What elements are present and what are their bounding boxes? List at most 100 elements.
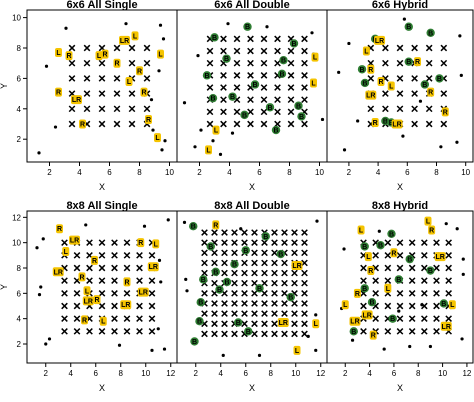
double-badge: B: [244, 327, 253, 336]
grid-x-mark: [301, 84, 308, 91]
x-mark-stroke: [261, 310, 268, 317]
tag-marker: R: [113, 58, 121, 68]
badge-label: B: [213, 269, 218, 276]
grid-x-mark: [220, 47, 227, 55]
scatter-point: [418, 99, 423, 103]
tag-marker: LR: [52, 267, 64, 277]
scatter-point: [460, 337, 464, 341]
grid-x-mark: [260, 96, 268, 104]
panel-title: 8x8 All Double: [214, 200, 289, 212]
grid-x-mark: [384, 252, 392, 259]
double-badge: B: [196, 298, 205, 307]
grid-x-mark: [360, 264, 367, 272]
grid-x-mark: [220, 108, 227, 116]
tag-background: [140, 87, 148, 97]
scatter-point: [157, 258, 162, 262]
x-mark-stroke: [271, 290, 278, 297]
grid-x-mark: [241, 269, 248, 277]
grid-x-mark: [301, 59, 308, 67]
x-mark-stroke: [274, 84, 281, 91]
grid-x-mark: [251, 300, 258, 307]
grid-x-mark: [411, 105, 418, 113]
tag-marker: LR: [291, 260, 303, 270]
badge-label: B: [212, 35, 217, 42]
grid-x-mark: [396, 239, 404, 246]
badge-label: B: [236, 320, 241, 327]
grid-x-mark: [274, 84, 281, 91]
x-mark-stroke: [241, 239, 248, 246]
panel-title: 6x6 Hybrid: [372, 0, 428, 11]
x-mark-stroke: [221, 300, 228, 307]
x-mark-stroke: [433, 290, 440, 297]
grid-x-mark: [261, 290, 268, 297]
tag-background: [71, 95, 82, 105]
tag-label: L: [311, 80, 316, 87]
tag-label: L: [206, 147, 211, 154]
grid-x-mark: [291, 330, 298, 338]
scatter-point: [226, 22, 230, 26]
grid-x-mark: [201, 229, 208, 236]
x-mark-stroke: [201, 229, 208, 236]
x-mark-stroke: [73, 315, 81, 322]
grid-x-mark: [61, 302, 68, 310]
tag-marker: LR: [440, 321, 452, 331]
scatter-point: [157, 69, 161, 73]
grid-x-mark: [281, 279, 288, 287]
grid-x-mark: [201, 290, 208, 297]
grid-x-mark: [68, 75, 76, 82]
tag-background: [83, 286, 91, 296]
scatter-point: [84, 223, 88, 227]
scatter-point: [151, 128, 155, 132]
tag-label: R: [378, 79, 383, 86]
double-badge: B: [195, 317, 204, 326]
x-tick-label: 2: [347, 168, 352, 177]
double-badge: B: [210, 33, 219, 42]
badge-label: B: [291, 41, 296, 48]
tag-background: [349, 316, 361, 326]
badge-circle: [360, 284, 369, 293]
x-mark-stroke: [113, 75, 121, 82]
grid-x-mark: [421, 315, 428, 322]
tag-label: LR: [350, 319, 359, 326]
grid-x-mark: [201, 269, 208, 277]
grid-x-mark: [396, 315, 404, 322]
x-tick-label: 8: [119, 369, 124, 378]
grid-x-mark: [396, 44, 404, 52]
badge-circle: [261, 232, 270, 241]
x-tick-label: 6: [257, 168, 262, 177]
x-mark-stroke: [148, 328, 156, 335]
badge-label: B: [406, 59, 411, 66]
x-mark-stroke: [396, 59, 404, 67]
tag-label: L: [389, 84, 394, 91]
double-badge: B: [297, 112, 306, 121]
tag-label: R: [429, 228, 434, 235]
x-mark-stroke: [83, 44, 91, 52]
tag-label: LR: [120, 38, 129, 45]
x-mark-stroke: [301, 269, 308, 277]
x-axis-label: X: [99, 383, 105, 393]
grid-x-mark: [231, 249, 238, 257]
double-badge: B: [206, 242, 215, 251]
double-badge: B: [394, 275, 403, 284]
x-mark-stroke: [86, 264, 93, 272]
grid-x-mark: [287, 47, 295, 55]
grid-x-mark: [68, 59, 76, 67]
badge-circle: [222, 277, 232, 287]
x-mark-stroke: [251, 330, 258, 338]
x-mark-stroke: [408, 264, 416, 272]
grid-x-mark: [251, 279, 258, 287]
x-mark-stroke: [128, 90, 136, 97]
tag-marker: L: [384, 283, 392, 293]
scatter-point: [37, 151, 41, 155]
grid-x-mark: [396, 59, 404, 67]
tag-background: [353, 288, 361, 298]
panel-title: 8x8 All Single: [66, 200, 137, 212]
grid-x-mark: [445, 239, 452, 246]
tag-label: L: [314, 321, 319, 328]
badge-label: B: [198, 300, 203, 307]
x-mark-stroke: [233, 59, 241, 67]
x-mark-stroke: [411, 105, 418, 113]
grid-x-mark: [301, 320, 308, 328]
x-mark-stroke: [411, 44, 418, 52]
